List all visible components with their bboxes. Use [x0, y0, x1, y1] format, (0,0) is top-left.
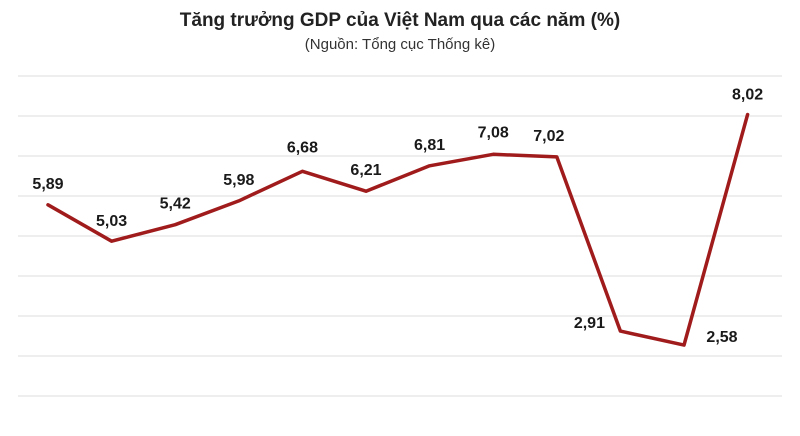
data-label: 5,42	[160, 196, 191, 213]
data-label: 2,91	[574, 315, 605, 332]
data-label: 7,02	[533, 128, 564, 145]
chart-subtitle: (Nguồn: Tổng cục Thống kê)	[304, 36, 496, 53]
data-label: 6,21	[350, 162, 381, 179]
data-label: 8,02	[732, 87, 763, 104]
data-label: 6,68	[287, 139, 318, 156]
data-label: 7,08	[478, 124, 509, 141]
data-labels: 5,89 5,03 5,42 5,98 6,68 6,21 6,81 7,08 7,02 2,91…	[32, 87, 763, 347]
chart-title: Tăng trưởng GDP của Việt Nam qua các năm…	[179, 10, 621, 31]
data-label: 2,58	[706, 329, 737, 346]
data-label: 5,89	[32, 176, 63, 193]
gridlines	[18, 75, 782, 397]
data-label: 5,03	[96, 213, 127, 230]
data-label: 5,98	[223, 172, 254, 189]
gdp-growth-line	[46, 112, 750, 347]
data-label: 6,81	[414, 137, 445, 154]
